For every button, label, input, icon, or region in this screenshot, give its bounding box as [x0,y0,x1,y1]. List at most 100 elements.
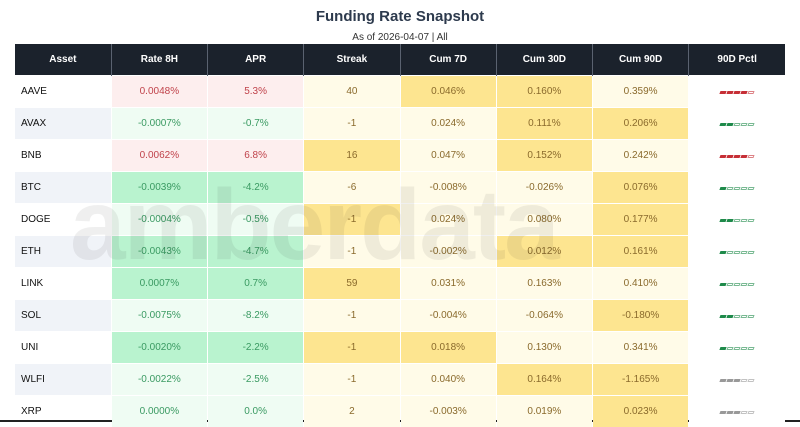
cum-7d-cell: 0.047% [400,140,496,172]
cum-30d-cell: -0.026% [496,172,592,204]
apr-cell: -4.7% [208,236,304,268]
cum-7d-cell: 0.031% [400,268,496,300]
column-header[interactable]: Streak [304,44,400,76]
rate-8h-cell: -0.0039% [111,172,207,204]
pctl-cell [689,140,785,172]
streak-cell: -1 [304,236,400,268]
cum-90d-cell: -0.180% [593,300,689,332]
asset-cell: LINK [15,268,111,300]
cum-30d-cell: 0.080% [496,204,592,236]
streak-cell: 59 [304,268,400,300]
percentile-bar-icon [720,219,754,222]
cum-90d-cell: -1.165% [593,364,689,396]
cum-7d-cell: 0.040% [400,364,496,396]
pctl-cell [689,76,785,108]
cum-90d-cell: 0.023% [593,396,689,427]
cum-30d-cell: 0.111% [496,108,592,140]
cum-90d-cell: 0.359% [593,76,689,108]
pctl-cell [689,108,785,140]
cum-90d-cell: 0.177% [593,204,689,236]
column-header[interactable]: APR [208,44,304,76]
streak-cell: -6 [304,172,400,204]
cum-90d-cell: 0.410% [593,268,689,300]
asset-cell: BNB [15,140,111,172]
cum-90d-cell: 0.341% [593,332,689,364]
cum-30d-cell: 0.019% [496,396,592,427]
asset-cell: UNI [15,332,111,364]
column-header[interactable]: Asset [15,44,111,76]
apr-cell: -4.2% [208,172,304,204]
cum-7d-cell: 0.018% [400,332,496,364]
apr-cell: -0.5% [208,204,304,236]
percentile-segment [748,123,755,126]
percentile-bar-icon [720,251,754,254]
apr-cell: 0.0% [208,396,304,427]
pctl-cell [689,204,785,236]
table-row: ETH-0.0043%-4.7%-1-0.002%0.012%0.161% [15,236,785,268]
column-header[interactable]: Cum 7D [400,44,496,76]
pctl-cell [689,300,785,332]
percentile-segment [748,91,755,94]
asset-cell: BTC [15,172,111,204]
cum-90d-cell: 0.242% [593,140,689,172]
percentile-bar-icon [720,91,754,94]
apr-cell: 5.3% [208,76,304,108]
rate-8h-cell: 0.0000% [111,396,207,427]
subtitle: As of 2026-04-07 | All [0,32,800,43]
percentile-segment [748,379,755,382]
rate-8h-cell: -0.0043% [111,236,207,268]
streak-cell: 16 [304,140,400,172]
cum-90d-cell: 0.076% [593,172,689,204]
apr-cell: -0.7% [208,108,304,140]
cum-30d-cell: 0.130% [496,332,592,364]
asset-cell: DOGE [15,204,111,236]
percentile-bar-icon [720,379,754,382]
column-header[interactable]: 90D Pctl [689,44,785,76]
percentile-bar-icon [720,123,754,126]
cum-30d-cell: 0.164% [496,364,592,396]
asset-cell: AAVE [15,76,111,108]
percentile-segment [748,155,755,158]
percentile-bar-icon [720,155,754,158]
cum-30d-cell: 0.152% [496,140,592,172]
asset-cell: XRP [15,396,111,427]
cum-7d-cell: 0.024% [400,204,496,236]
apr-cell: 6.8% [208,140,304,172]
rate-8h-cell: -0.0075% [111,300,207,332]
pctl-cell [689,364,785,396]
column-header[interactable]: Cum 30D [496,44,592,76]
column-header[interactable]: Cum 90D [593,44,689,76]
rate-8h-cell: -0.0007% [111,108,207,140]
asset-cell: AVAX [15,108,111,140]
streak-cell: -1 [304,364,400,396]
streak-cell: 40 [304,76,400,108]
cum-30d-cell: 0.012% [496,236,592,268]
rate-8h-cell: 0.0007% [111,268,207,300]
cum-30d-cell: -0.064% [496,300,592,332]
cum-7d-cell: -0.008% [400,172,496,204]
pctl-cell [689,172,785,204]
column-header[interactable]: Rate 8H [111,44,207,76]
percentile-segment [748,251,755,254]
rate-8h-cell: -0.0020% [111,332,207,364]
cum-30d-cell: 0.160% [496,76,592,108]
cum-7d-cell: 0.024% [400,108,496,140]
percentile-segment [748,283,755,286]
rate-8h-cell: -0.0022% [111,364,207,396]
pctl-cell [689,396,785,427]
cum-7d-cell: -0.004% [400,300,496,332]
percentile-segment [748,315,755,318]
streak-cell: -1 [304,332,400,364]
percentile-segment [748,347,755,350]
cum-7d-cell: 0.046% [400,76,496,108]
percentile-segment [748,187,755,190]
apr-cell: -2.2% [208,332,304,364]
streak-cell: -1 [304,300,400,332]
